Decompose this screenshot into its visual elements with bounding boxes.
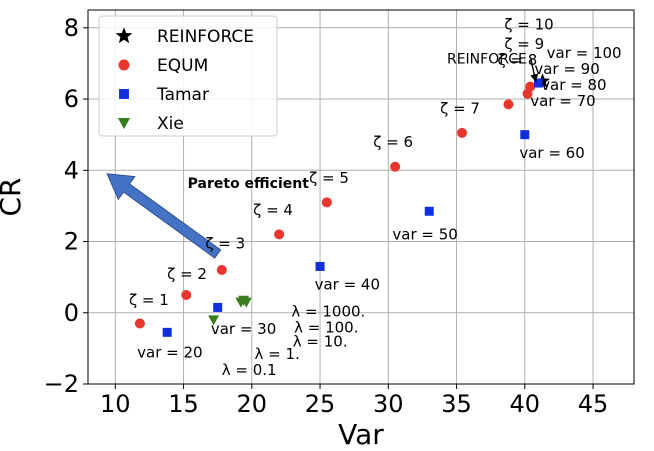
annotation-label: ζ = 10	[504, 16, 553, 34]
annotation-label: λ = 10.	[293, 333, 348, 351]
annotation-label: ζ = 2	[167, 265, 207, 283]
annotation-label: var = 30	[211, 320, 276, 338]
annotation-label: ζ = 6	[373, 133, 413, 151]
annotation-label: var = 40	[315, 276, 380, 294]
legend-marker-tamar	[119, 89, 129, 99]
x-tick-label: 10	[100, 390, 131, 418]
annotation-label: ζ = 5	[309, 169, 349, 187]
y-tick-label: 6	[64, 85, 79, 113]
reinforce-arrow-label: REINFORCE	[447, 51, 527, 67]
annotation-label: λ = 100.	[294, 318, 358, 336]
plot-frame	[87, 9, 635, 385]
legend-marker-equm	[118, 59, 130, 71]
equm-point	[457, 127, 468, 138]
legend-label-equm: EQUM	[157, 56, 208, 76]
annotation-label: var = 90	[534, 60, 599, 78]
annotation-label: var = 50	[392, 226, 457, 244]
tamar-point	[213, 302, 223, 312]
annotation-label: λ = 1000.	[291, 302, 365, 320]
tamar-point	[533, 78, 543, 88]
pareto-label: Pareto efficient	[188, 176, 310, 192]
axes: 10 15 20 25 30 35 40 45 −2 0 2 4 6 8	[44, 9, 635, 418]
annotation-label: ζ = 9	[504, 35, 544, 53]
x-tick-label: 25	[305, 390, 336, 418]
equm-point	[321, 197, 332, 208]
annotation-label: ζ = 7	[440, 99, 480, 117]
legend-label-tamar: Tamar	[156, 85, 209, 105]
equm-point	[503, 99, 514, 110]
tamar-point	[162, 327, 172, 337]
y-tick-label: −2	[44, 370, 79, 398]
annotation-label: ζ = 4	[253, 201, 293, 219]
x-tick-label: 40	[510, 390, 541, 418]
x-tick-label: 35	[441, 390, 472, 418]
tamar-point	[424, 206, 434, 216]
equm-point	[525, 81, 536, 92]
tamar-point	[520, 130, 530, 140]
tamar-point	[315, 261, 325, 271]
annotation-label: var = 60	[519, 144, 584, 162]
equm-point	[134, 318, 145, 329]
data-points	[134, 73, 551, 337]
annotation-label: λ = 1.	[255, 345, 300, 363]
annotation-label: var = 100	[547, 44, 622, 62]
legend-label-reinforce: REINFORCE	[157, 27, 254, 47]
xie-point	[240, 297, 252, 308]
xie-point	[208, 315, 220, 326]
annotation-label: var = 70	[530, 92, 595, 110]
annotation-label: λ = 0.1	[222, 361, 277, 379]
x-tick-label: 45	[578, 390, 609, 418]
grid	[88, 10, 634, 385]
y-tick-label: 0	[64, 299, 79, 327]
y-axis-title: CR	[0, 177, 27, 216]
legend-marker-xie	[117, 118, 131, 130]
pareto-arrow	[106, 173, 222, 259]
legend: REINFORCE EQUM Tamar Xie	[98, 15, 278, 137]
x-tick-label: 20	[237, 390, 268, 418]
y-tick-label: 4	[64, 156, 79, 184]
annotation-label: ζ = 1	[129, 291, 169, 309]
equm-point	[390, 161, 401, 172]
x-axis-title: Var	[338, 418, 384, 451]
annotation-label: ζ = 3	[205, 235, 245, 253]
equm-point	[181, 289, 192, 300]
equm-point	[216, 265, 227, 276]
y-tick-label: 2	[64, 228, 79, 256]
equm-point	[274, 229, 285, 240]
annotations: ζ = 1 ζ = 2 ζ = 3 ζ = 4 ζ = 5 ζ = 6 ζ = 7 ζ = 8…	[129, 16, 622, 380]
legend-label-xie: Xie	[157, 114, 184, 134]
pareto-callout: Pareto efficient	[106, 173, 310, 259]
y-tick-label: 8	[64, 14, 79, 42]
x-tick-label: 30	[373, 390, 404, 418]
legend-marker-reinforce	[115, 27, 133, 44]
annotation-label: var = 20	[137, 343, 202, 361]
legend-box	[98, 15, 278, 137]
x-tick-label: 15	[168, 390, 199, 418]
annotation-label: var = 80	[541, 76, 606, 94]
annotation-label: ζ = 8	[498, 51, 538, 69]
reinforce-arrow	[530, 59, 539, 83]
